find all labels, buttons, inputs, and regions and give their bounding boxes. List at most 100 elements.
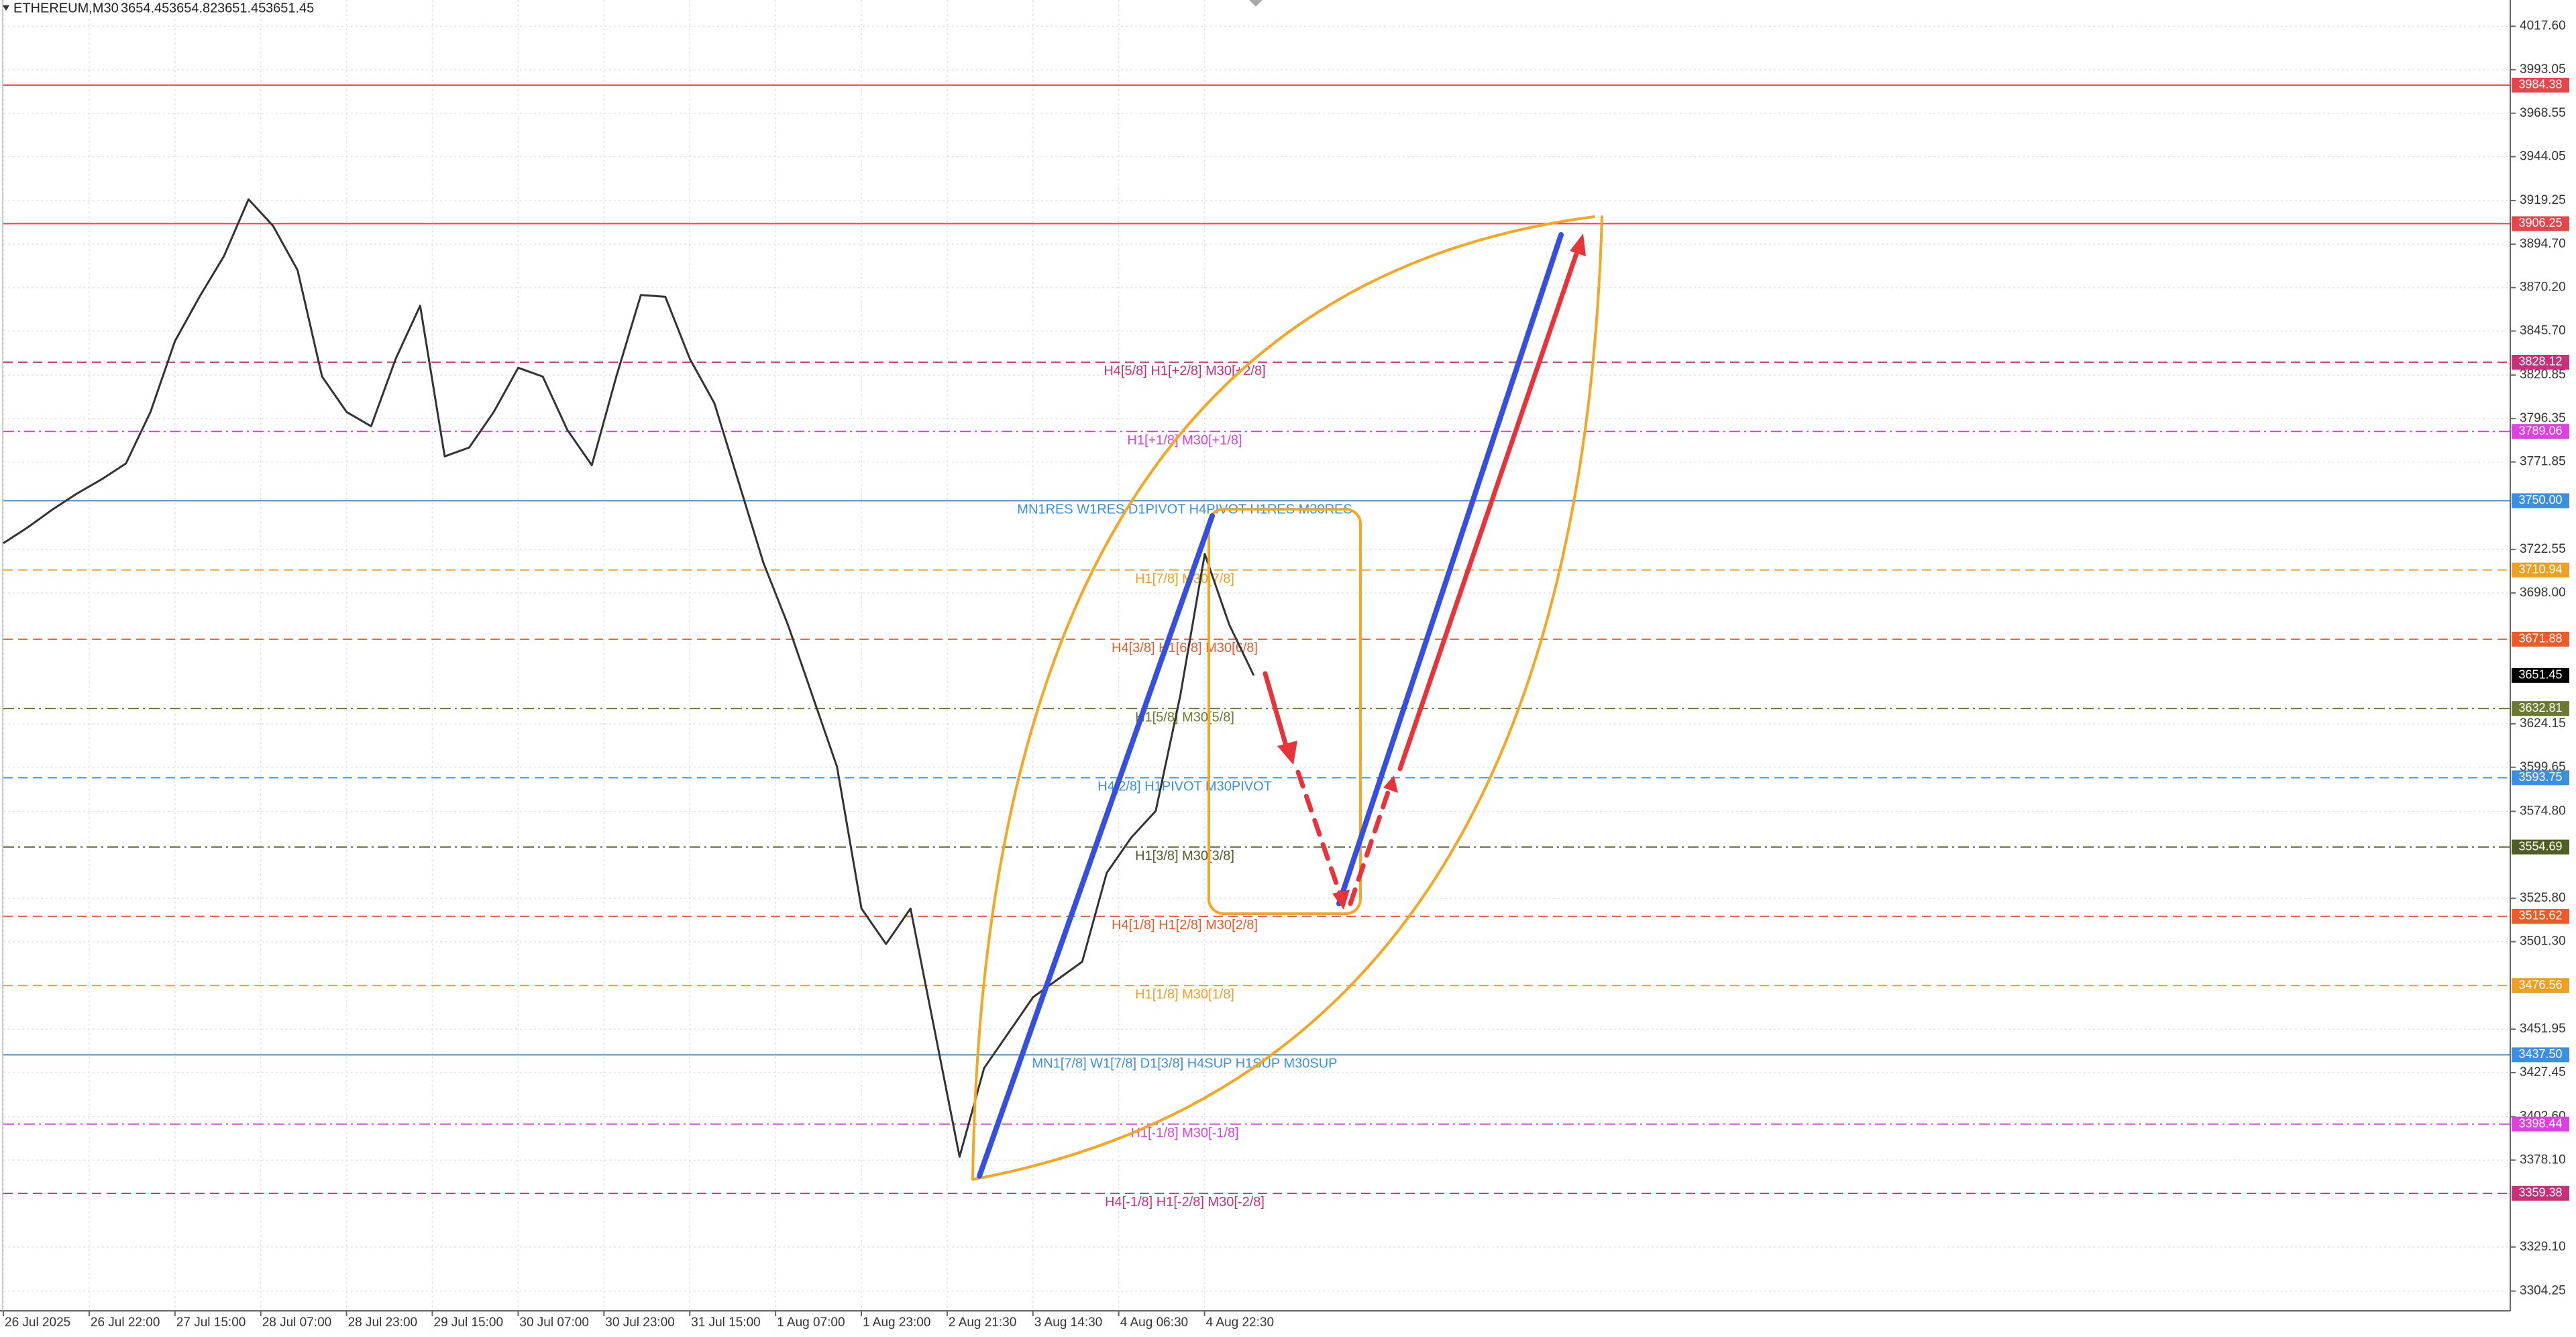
level-tag bbox=[2512, 562, 2569, 578]
y-tick-label: 3845.70 bbox=[2520, 323, 2566, 337]
current-price-label: 3651.45 bbox=[2518, 668, 2562, 682]
y-tick-label: 3304.25 bbox=[2520, 1284, 2566, 1298]
forecast-arrow bbox=[1397, 247, 1580, 771]
level-label: MN1RES W1RES D1PIVOT H4PIVOT H1RES M30RE… bbox=[1017, 502, 1352, 517]
level-label: H1[7/8] M30[7/8] bbox=[1135, 572, 1234, 586]
y-tick-label: 3329.10 bbox=[2520, 1240, 2566, 1254]
level-label: H4[2/8] H1PIVOT M30PIVOT bbox=[1097, 780, 1272, 794]
y-tick-label: 3870.20 bbox=[2520, 280, 2566, 295]
y-tick-label: 3501.30 bbox=[2520, 934, 2566, 949]
x-tick-label: 30 Jul 23:00 bbox=[605, 1316, 675, 1330]
level-label: H1[5/8] M30[5/8] bbox=[1135, 710, 1234, 725]
arrow-head bbox=[1383, 776, 1398, 793]
drawings bbox=[971, 215, 1603, 1181]
y-tick-label: 3894.70 bbox=[2520, 237, 2566, 251]
arrow-head bbox=[1277, 741, 1297, 765]
level-label: H4[-1/8] H1[-2/8] M30[-2/8] bbox=[1105, 1195, 1265, 1210]
level-tag bbox=[2512, 424, 2569, 439]
ohlc-high: 3654.82 bbox=[169, 1, 217, 15]
level-tag bbox=[2512, 978, 2569, 994]
y-tick-label: 4017.60 bbox=[2520, 19, 2566, 33]
level-tag-label: 3828.12 bbox=[2518, 355, 2562, 368]
header-arrow bbox=[3, 5, 9, 11]
level-tag bbox=[2512, 77, 2569, 93]
fan-arc bbox=[971, 215, 1603, 1181]
y-tick-label: 3698.00 bbox=[2520, 586, 2566, 600]
forecast-arrow bbox=[1295, 769, 1344, 902]
level-tag-label: 3398.44 bbox=[2518, 1116, 2562, 1130]
level-tag-label: 3671.88 bbox=[2518, 632, 2562, 645]
y-tick-label: 3525.80 bbox=[2520, 891, 2566, 905]
level-tag bbox=[2512, 1185, 2569, 1201]
level-label: H4[3/8] H1[6/8] M30[6/8] bbox=[1112, 641, 1258, 655]
y-tick-label: 3944.05 bbox=[2520, 150, 2566, 164]
x-tick-label: 1 Aug 07:00 bbox=[777, 1316, 845, 1330]
fan-arc bbox=[971, 215, 1595, 1181]
level-tag bbox=[2512, 701, 2569, 716]
y-tick-label: 3771.85 bbox=[2520, 455, 2566, 469]
level-tag-label: 3632.81 bbox=[2518, 701, 2562, 714]
chart-title: ETHEREUM,M30 bbox=[13, 1, 119, 15]
trend-line bbox=[977, 513, 1215, 1179]
x-tick-label: 29 Jul 15:00 bbox=[434, 1316, 504, 1330]
level-tag bbox=[2512, 1047, 2569, 1063]
level-tag bbox=[2512, 908, 2569, 924]
level-tag bbox=[2512, 354, 2569, 370]
y-tick-label: 3820.85 bbox=[2520, 368, 2566, 382]
axes bbox=[0, 0, 2511, 1312]
forecast-arrow bbox=[1263, 671, 1289, 751]
x-tick-label: 3 Aug 14:30 bbox=[1034, 1316, 1102, 1330]
x-tick-label: 31 Jul 15:00 bbox=[691, 1316, 761, 1330]
level-tag-label: 3710.94 bbox=[2518, 562, 2562, 576]
range-box bbox=[1208, 508, 1362, 915]
x-tick-label: 30 Jul 07:00 bbox=[519, 1316, 589, 1330]
level-label: H4[1/8] H1[2/8] M30[2/8] bbox=[1112, 918, 1258, 932]
x-tick-label: 28 Jul 07:00 bbox=[262, 1316, 332, 1330]
level-tag bbox=[2512, 770, 2569, 786]
level-label: H1[1/8] M30[1/8] bbox=[1135, 987, 1234, 1002]
y-tick-label: 3378.10 bbox=[2520, 1153, 2566, 1167]
level-tag-label: 3476.56 bbox=[2518, 978, 2562, 992]
y-tick-label: 3993.05 bbox=[2520, 62, 2566, 76]
level-tag bbox=[2512, 1116, 2569, 1132]
arrow-head bbox=[1570, 233, 1586, 256]
y-tick-label: 3968.55 bbox=[2520, 106, 2566, 120]
scroll-marker bbox=[1249, 0, 1263, 7]
labels: 4017.60 3993.05 3968.55 3944.05 3919.25 3894.… bbox=[3, 19, 2569, 1330]
ohlc-open: 3654.45 bbox=[121, 1, 169, 15]
y-tick-label: 3451.95 bbox=[2520, 1022, 2566, 1036]
y-tick-label: 3427.45 bbox=[2520, 1065, 2566, 1079]
x-tick-label: 26 Jul 2025 bbox=[5, 1316, 70, 1330]
arrow-head bbox=[1332, 890, 1350, 910]
level-label: H1[+1/8] M30[+1/8] bbox=[1127, 433, 1242, 447]
level-tag-label: 3554.69 bbox=[2518, 839, 2562, 853]
level-tag-label: 3515.62 bbox=[2518, 909, 2562, 922]
level-tag-label: 3984.38 bbox=[2518, 78, 2562, 91]
level-tag-label: 3750.00 bbox=[2518, 493, 2562, 506]
level-tag bbox=[2512, 216, 2569, 231]
header: ETHEREUM,M30 3654.45 3654.82 3651.45 365… bbox=[3, 0, 1263, 15]
x-tick-label: 4 Aug 06:30 bbox=[1120, 1316, 1188, 1330]
ohlc-low: 3651.45 bbox=[217, 1, 266, 15]
level-tag-label: 3593.75 bbox=[2518, 770, 2562, 784]
x-tick-label: 27 Jul 15:00 bbox=[176, 1316, 246, 1330]
x-tick-label: 28 Jul 23:00 bbox=[348, 1316, 418, 1330]
y-tick-label: 3722.55 bbox=[2520, 542, 2566, 556]
level-tag-label: 3906.25 bbox=[2518, 216, 2562, 229]
ohlc-close: 3651.45 bbox=[266, 1, 314, 15]
trend-line bbox=[1336, 232, 1564, 906]
y-tick-label: 3624.15 bbox=[2520, 716, 2566, 731]
level-tag bbox=[2512, 631, 2569, 647]
x-tick-label: 4 Aug 22:30 bbox=[1206, 1316, 1274, 1330]
y-tick-label: 3574.80 bbox=[2520, 804, 2566, 818]
level-tag bbox=[2512, 839, 2569, 855]
y-tick-label: 3796.35 bbox=[2520, 411, 2566, 425]
x-tick-label: 1 Aug 23:00 bbox=[863, 1316, 930, 1330]
level-label: H4[5/8] H1[+2/8] M30[+2/8] bbox=[1104, 364, 1265, 378]
level-label: H1[3/8] M30[3/8] bbox=[1135, 849, 1234, 863]
forecast-arrow bbox=[1348, 784, 1393, 906]
level-label: H1[-1/8] M30[-1/8] bbox=[1130, 1126, 1238, 1140]
